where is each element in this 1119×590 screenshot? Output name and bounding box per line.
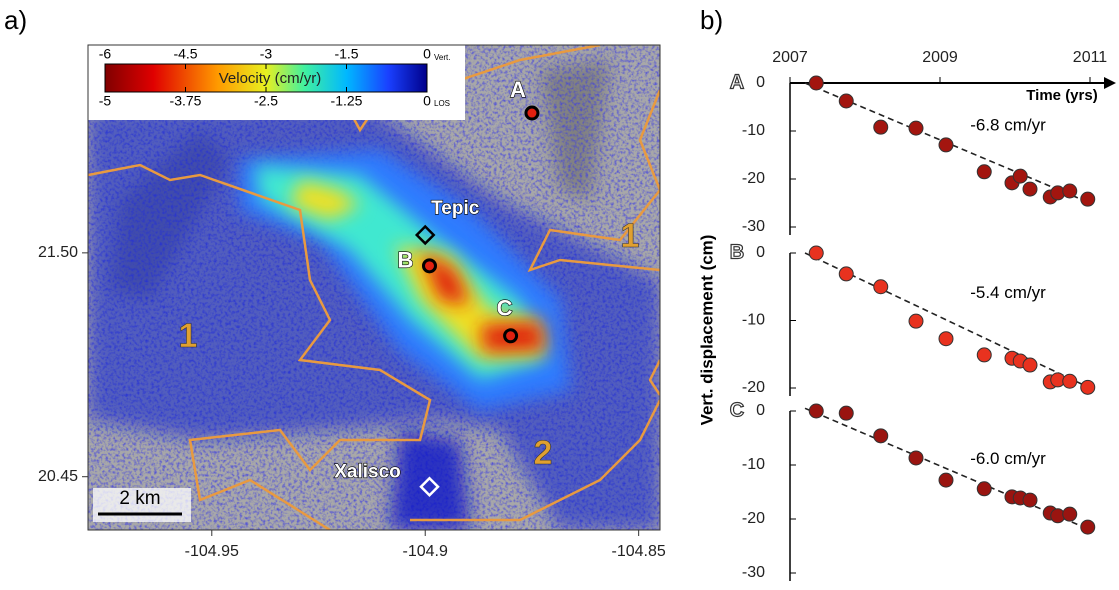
y-tick-label: -10 [742, 122, 765, 139]
colorbar-unit: Vert. [434, 53, 450, 62]
x-tick-label: 2007 [772, 49, 808, 66]
panel-label: a) [4, 5, 27, 35]
y-tick-label: 0 [756, 402, 765, 419]
x-tick-label: -104.95 [185, 543, 239, 560]
y-tick-label: 0 [756, 74, 765, 91]
data-point [839, 94, 853, 108]
x-tick-label: 2009 [922, 49, 958, 66]
colorbar-tick-label: -5 [99, 93, 112, 109]
y-tick-label: 21.50 [38, 244, 78, 261]
axis-arrow [1104, 77, 1116, 89]
subplot-label: B [730, 241, 744, 263]
colorbar-tick-label: -6 [99, 46, 112, 62]
colorbar-tick-label: 0 [423, 46, 431, 62]
colorbar-tick-label: 0 [423, 93, 431, 109]
data-point [1081, 380, 1095, 394]
data-point [1023, 493, 1037, 507]
region-label: 1 [179, 317, 198, 355]
region-label: 2 [534, 434, 553, 472]
data-point [809, 404, 823, 418]
data-point [809, 246, 823, 260]
y-tick-label: -20 [742, 510, 765, 527]
marker [423, 260, 435, 272]
colorbar-tick-label: -2.5 [254, 93, 278, 109]
marker-label: Tepic [431, 198, 480, 219]
data-point [977, 348, 991, 362]
data-point [909, 451, 923, 465]
data-point [809, 76, 823, 90]
marker-label: A [510, 77, 526, 102]
x-axis-label: Time (yrs) [1026, 87, 1097, 104]
colorbar-title: Velocity (cm/yr) [219, 70, 322, 87]
scale-bar-label: 2 km [119, 488, 160, 509]
data-point [839, 406, 853, 420]
data-point [874, 280, 888, 294]
data-point [1081, 192, 1095, 206]
data-point [874, 429, 888, 443]
y-tick-label: 20.45 [38, 468, 78, 485]
x-tick-label: -104.9 [403, 543, 448, 560]
data-point [1063, 374, 1077, 388]
y-tick-label: -20 [742, 379, 765, 396]
subplot-label: C [730, 399, 744, 421]
x-tick-label: -104.85 [612, 543, 666, 560]
colorbar-tick-label: -3 [260, 46, 273, 62]
x-tick-label: 2011 [1073, 49, 1108, 66]
data-point [1013, 169, 1027, 183]
region-label: 1 [621, 217, 640, 255]
data-point [939, 138, 953, 152]
data-point [939, 332, 953, 346]
y-tick-label: -30 [742, 564, 765, 581]
colorbar-unit: LOS [434, 99, 450, 108]
colorbar-tick-label: -3.75 [170, 93, 202, 109]
y-axis-label: Vert. displacement (cm) [697, 235, 716, 426]
marker-label: B [398, 248, 414, 273]
marker [526, 107, 538, 119]
colorbar-tick-label: -1.5 [334, 46, 358, 62]
data-point [1063, 507, 1077, 521]
y-tick-label: -30 [742, 218, 765, 235]
y-tick-label: -10 [742, 312, 765, 329]
colorbar-tick-label: -1.25 [331, 93, 363, 109]
data-point [909, 121, 923, 135]
rate-label: -5.4 cm/yr [970, 283, 1046, 302]
colorbar-tick-label: -4.5 [173, 46, 197, 62]
map-image [88, 45, 660, 530]
data-point [1063, 184, 1077, 198]
data-point [1081, 520, 1095, 534]
data-point [1023, 182, 1037, 196]
data-point [939, 473, 953, 487]
y-tick-label: -10 [742, 456, 765, 473]
data-point [909, 314, 923, 328]
y-tick-label: -20 [742, 170, 765, 187]
rate-label: -6.8 cm/yr [970, 116, 1046, 135]
rate-label: -6.0 cm/yr [970, 449, 1046, 468]
y-tick-label: 0 [756, 244, 765, 261]
figure: a) -104.95 -104.9 -104.85 21.50 20.45 -6 -4.5 -3… [0, 0, 1119, 585]
data-point [1023, 358, 1037, 372]
data-point [874, 120, 888, 134]
marker-label: Xalisco [334, 462, 401, 483]
data-point [977, 165, 991, 179]
panel-label: b) [700, 5, 723, 35]
marker-label: C [497, 296, 513, 321]
data-point [977, 482, 991, 496]
data-point [839, 267, 853, 281]
subplot-label: A [730, 71, 744, 93]
marker [505, 330, 517, 342]
